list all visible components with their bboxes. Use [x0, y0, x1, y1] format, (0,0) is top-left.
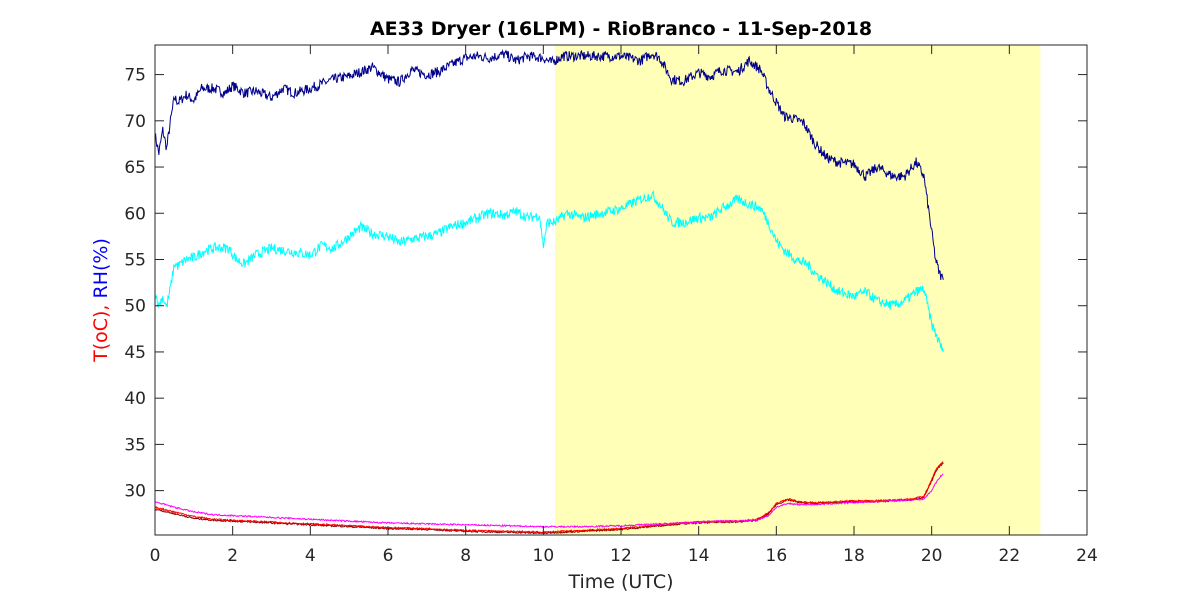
y-tick-label: 65 [124, 158, 146, 178]
series-line-5 [155, 473, 944, 529]
y-axis-label: T(oC), RH(%) [90, 238, 112, 363]
series-line-4 [154, 461, 944, 534]
shaded-region [554, 45, 1041, 535]
y-tick-label: 45 [124, 343, 146, 363]
x-axis: 0 2 4 6 8 10 12 14 16 18 20 22 24 [150, 45, 1098, 566]
x-tick-label: 14 [688, 546, 710, 566]
x-tick-label: 22 [999, 546, 1021, 566]
x-tick-label: 10 [533, 546, 555, 566]
x-tick-label: 24 [1076, 546, 1098, 566]
x-tick-label: 18 [843, 546, 865, 566]
y-tick-label: 55 [124, 250, 146, 270]
y-tick-label: 60 [124, 204, 146, 224]
y-tick-label: 35 [124, 435, 146, 455]
x-tick-label: 20 [921, 546, 943, 566]
x-axis-label: Time (UTC) [567, 571, 673, 593]
x-tick-label: 12 [610, 546, 632, 566]
x-tick-label: 6 [383, 546, 394, 566]
chart-title: AE33 Dryer (16LPM) - RioBranco - 11-Sep-… [370, 18, 872, 40]
series-line-2 [154, 190, 944, 353]
y-tick-label: 30 [124, 482, 146, 502]
x-tick-label: 4 [305, 546, 316, 566]
y-tick-label: 40 [124, 389, 146, 409]
y-axis: 30 35 40 45 50 55 60 65 70 75 [124, 66, 1087, 502]
series-line-1 [154, 49, 944, 280]
x-tick-label: 8 [460, 546, 471, 566]
y-axis-label-humidity: RH(%) [90, 238, 112, 304]
y-tick-label: 70 [124, 112, 146, 132]
x-tick-label: 0 [150, 546, 161, 566]
y-tick-label: 75 [124, 66, 146, 86]
x-tick-label: 2 [227, 546, 238, 566]
x-tick-label: 16 [766, 546, 788, 566]
y-tick-label: 50 [124, 297, 146, 317]
series-layer [154, 49, 944, 535]
y-axis-label-temperature: T(oC), [90, 305, 112, 363]
